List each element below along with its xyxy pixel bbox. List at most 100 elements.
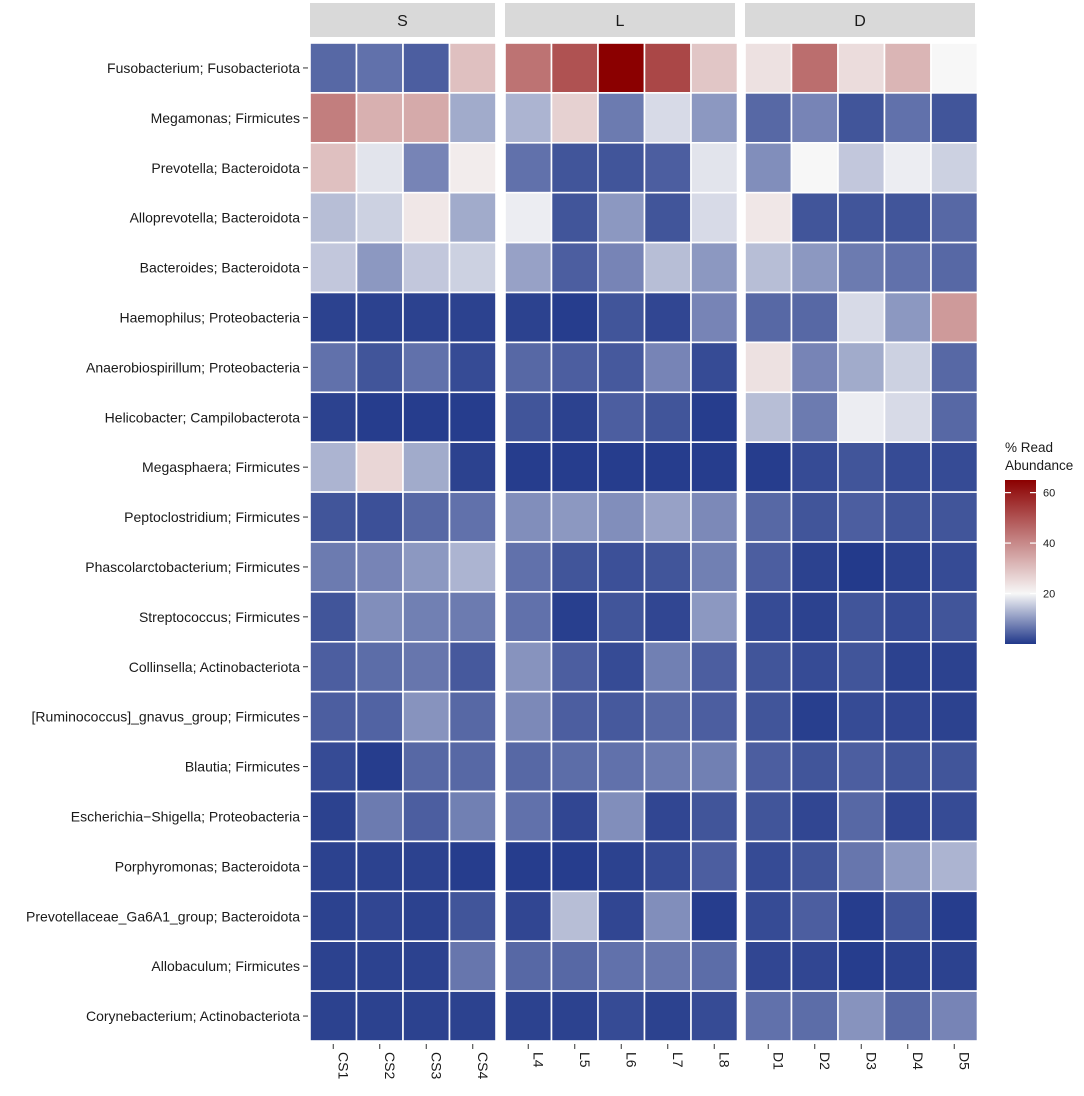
cell-CS1-row7 — [309, 391, 358, 443]
cell-D2-row13 — [790, 690, 839, 743]
row-label-7: Helicobacter; Campilobacterota — [105, 409, 301, 425]
cell-D5-row19 — [930, 990, 979, 1042]
cell-D5-row13 — [930, 690, 979, 743]
cell-CS3-row16 — [402, 840, 451, 893]
cell-L6-row10 — [597, 541, 646, 593]
cell-D5-row9 — [930, 491, 979, 543]
cell-L7-row9 — [643, 491, 692, 543]
cell-L6-row0 — [597, 42, 646, 94]
row-label-5: Haemophilus; Proteobacteria — [119, 309, 300, 325]
cell-D5-row12 — [930, 640, 979, 693]
cell-D3-row6 — [837, 341, 886, 394]
cell-L5-row15 — [550, 790, 599, 843]
cell-CS4-row19 — [448, 990, 497, 1042]
cell-CS2-row0 — [355, 42, 404, 94]
cell-L7-row13 — [643, 690, 692, 743]
cell-L7-row6 — [643, 341, 692, 394]
cell-CS3-row12 — [402, 640, 451, 693]
cell-L4-row14 — [504, 740, 553, 793]
x-tick-label-CS2: CS2 — [382, 1052, 398, 1079]
cell-CS1-row1 — [309, 92, 358, 144]
cell-L5-row0 — [550, 42, 599, 94]
cell-D3-row2 — [837, 142, 886, 194]
row-label-9: Peptoclostridium; Firmicutes — [124, 509, 300, 525]
cell-D4-row19 — [883, 990, 932, 1042]
cell-CS4-row6 — [448, 341, 497, 394]
cell-L4-row9 — [504, 491, 553, 543]
legend-tick-label-40: 40 — [1043, 538, 1055, 550]
cell-D4-row17 — [883, 890, 932, 942]
cell-L5-row7 — [550, 391, 599, 443]
cell-L5-row13 — [550, 690, 599, 743]
cell-CS2-row17 — [355, 890, 404, 942]
cell-L7-row2 — [643, 142, 692, 194]
cell-L4-row2 — [504, 142, 553, 194]
cell-CS1-row19 — [309, 990, 358, 1042]
cell-CS2-row13 — [355, 690, 404, 743]
cell-L6-row4 — [597, 241, 646, 294]
cell-CS1-row10 — [309, 541, 358, 593]
cell-CS2-row4 — [355, 241, 404, 294]
cell-L7-row3 — [643, 191, 692, 244]
cell-CS4-row18 — [448, 940, 497, 992]
x-tick-label-D4: D4 — [910, 1052, 926, 1070]
cell-CS3-row2 — [402, 142, 451, 194]
cell-L7-row7 — [643, 391, 692, 443]
cell-D5-row11 — [930, 591, 979, 643]
cell-D5-row1 — [930, 92, 979, 144]
x-tick-label-D1: D1 — [770, 1052, 786, 1070]
cell-D1-row13 — [744, 690, 793, 743]
cell-L4-row0 — [504, 42, 553, 94]
cell-L6-row16 — [597, 840, 646, 893]
cell-CS2-row12 — [355, 640, 404, 693]
cell-CS3-row6 — [402, 341, 451, 394]
cell-D4-row5 — [883, 291, 932, 344]
cell-CS2-row7 — [355, 391, 404, 443]
cell-L4-row13 — [504, 690, 553, 743]
cell-CS1-row4 — [309, 241, 358, 294]
cell-CS2-row18 — [355, 940, 404, 992]
cell-D4-row9 — [883, 491, 932, 543]
cell-L8-row13 — [690, 690, 739, 743]
cell-CS1-row3 — [309, 191, 358, 244]
cell-D5-row7 — [930, 391, 979, 443]
cell-D1-row9 — [744, 491, 793, 543]
cell-L7-row12 — [643, 640, 692, 693]
cell-L6-row17 — [597, 890, 646, 942]
cell-CS1-row5 — [309, 291, 358, 344]
cell-D2-row19 — [790, 990, 839, 1042]
cell-CS2-row6 — [355, 341, 404, 394]
cell-L8-row1 — [690, 92, 739, 144]
x-tick-label-L8: L8 — [716, 1052, 732, 1068]
cell-L5-row6 — [550, 341, 599, 394]
cell-D4-row10 — [883, 541, 932, 593]
cell-CS1-row14 — [309, 740, 358, 793]
cell-D1-row10 — [744, 541, 793, 593]
facet-label-S: S — [397, 13, 408, 30]
cell-D2-row0 — [790, 42, 839, 94]
cell-CS2-row8 — [355, 441, 404, 493]
cell-L4-row5 — [504, 291, 553, 344]
cell-CS4-row8 — [448, 441, 497, 493]
cell-L7-row18 — [643, 940, 692, 992]
cell-D4-row3 — [883, 191, 932, 244]
row-label-8: Megasphaera; Firmicutes — [142, 459, 300, 475]
cell-L5-row9 — [550, 491, 599, 543]
facet-label-D: D — [854, 13, 866, 30]
cell-D5-row6 — [930, 341, 979, 394]
row-label-6: Anaerobiospirillum; Proteobacteria — [86, 359, 300, 375]
cell-D2-row18 — [790, 940, 839, 992]
cell-D5-row8 — [930, 441, 979, 493]
cell-D1-row14 — [744, 740, 793, 793]
cell-L7-row19 — [643, 990, 692, 1042]
cell-L8-row15 — [690, 790, 739, 843]
cell-CS3-row5 — [402, 291, 451, 344]
cell-L6-row12 — [597, 640, 646, 693]
cell-D3-row5 — [837, 291, 886, 344]
cell-L6-row9 — [597, 491, 646, 543]
cell-D3-row15 — [837, 790, 886, 843]
cell-D2-row17 — [790, 890, 839, 942]
cell-CS4-row9 — [448, 491, 497, 543]
cell-CS1-row9 — [309, 491, 358, 543]
cell-L4-row12 — [504, 640, 553, 693]
